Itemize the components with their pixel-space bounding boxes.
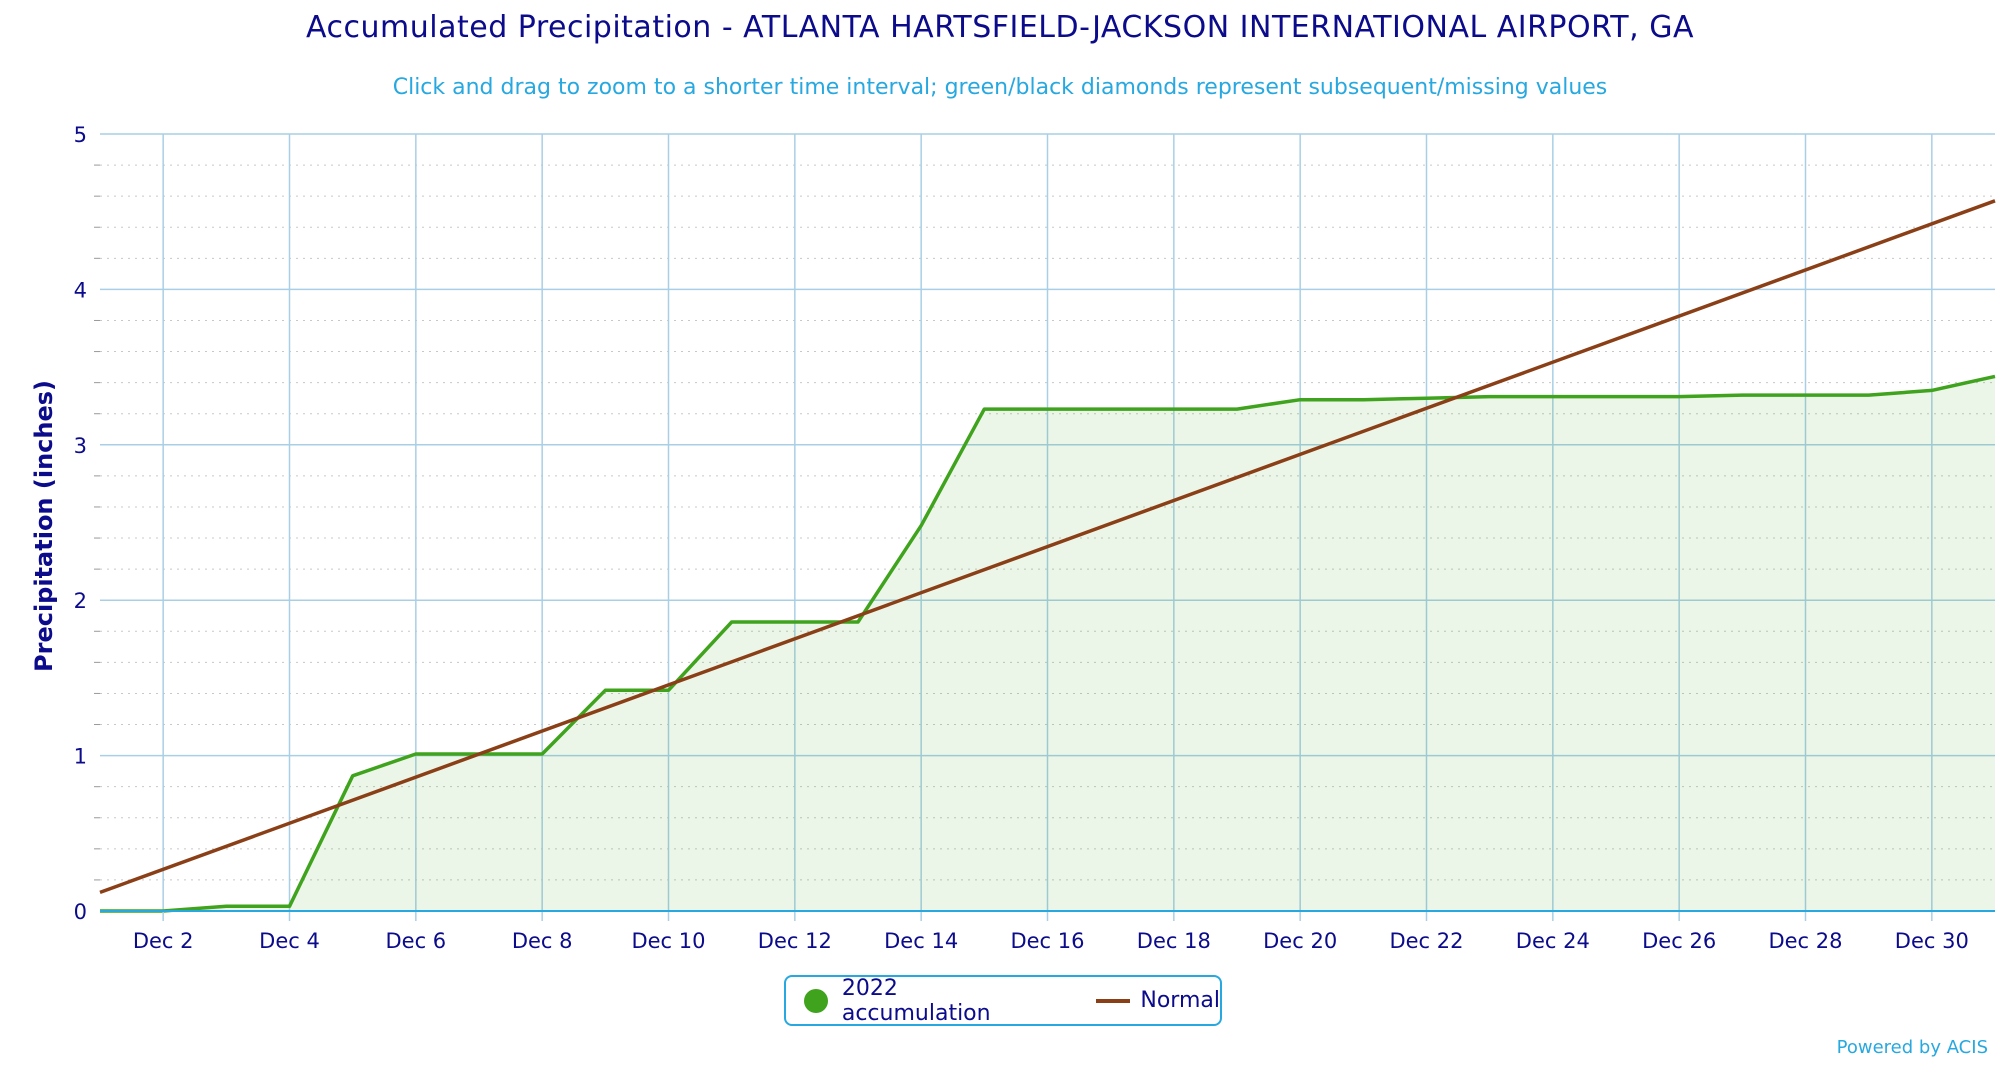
y-tick-label: 0 [74, 900, 87, 924]
x-tick-label: Dec 28 [1768, 929, 1842, 953]
chart-subtitle: Click and drag to zoom to a shorter time… [392, 75, 1608, 100]
series-layer [99, 199, 1996, 913]
green-dot-icon [804, 988, 828, 1013]
x-tick-label: Dec 2 [133, 929, 194, 953]
x-tick-label: Dec 10 [631, 929, 705, 953]
x-tick-label: Dec 24 [1516, 929, 1590, 953]
y-tick-label: 1 [74, 745, 87, 769]
x-tick-label: Dec 26 [1642, 929, 1716, 953]
y-tick-label: 3 [74, 434, 87, 458]
series-line-2 [99, 199, 1996, 895]
y-axis-label: Precipitation (inches) [30, 380, 58, 672]
x-tick-label: Dec 30 [1895, 929, 1969, 953]
x-tick-label: Dec 14 [884, 929, 958, 953]
x-tick-label: Dec 12 [758, 929, 832, 953]
legend: 2022 accumulation Normal [784, 975, 1222, 1026]
x-tick-label: Dec 8 [512, 929, 573, 953]
legend-item-2022[interactable]: 2022 accumulation [786, 976, 1052, 1026]
y-tick-label: 2 [74, 589, 87, 613]
x-tick-label: Dec 20 [1263, 929, 1337, 953]
x-tick-label: Dec 16 [1010, 929, 1084, 953]
x-tick-label: Dec 4 [259, 929, 320, 953]
x-tick-label: Dec 22 [1389, 929, 1463, 953]
x-tick-label: Dec 6 [385, 929, 446, 953]
y-tick-label: 5 [74, 123, 87, 147]
series-line-1 [100, 374, 1996, 913]
powered-by-credit[interactable]: Powered by ACIS [1836, 1037, 1988, 1058]
series-area-1 [100, 376, 1995, 911]
y-tick-label: 4 [74, 278, 87, 302]
legend-label-normal: Normal [1140, 988, 1220, 1013]
x-tick-label: Dec 18 [1137, 929, 1211, 953]
axis-layer: 0 1 2 3 4 5 Dec 2 Dec 4 Dec 6 Dec 8 Dec 10 Dec 12 De… [74, 123, 1995, 953]
chart-title: Accumulated Precipitation - ATLANTA HART… [306, 10, 1694, 45]
brown-line-icon [1096, 998, 1131, 1003]
legend-item-normal[interactable]: Normal [1052, 988, 1220, 1013]
legend-label-2022: 2022 accumulation [841, 975, 991, 1026]
